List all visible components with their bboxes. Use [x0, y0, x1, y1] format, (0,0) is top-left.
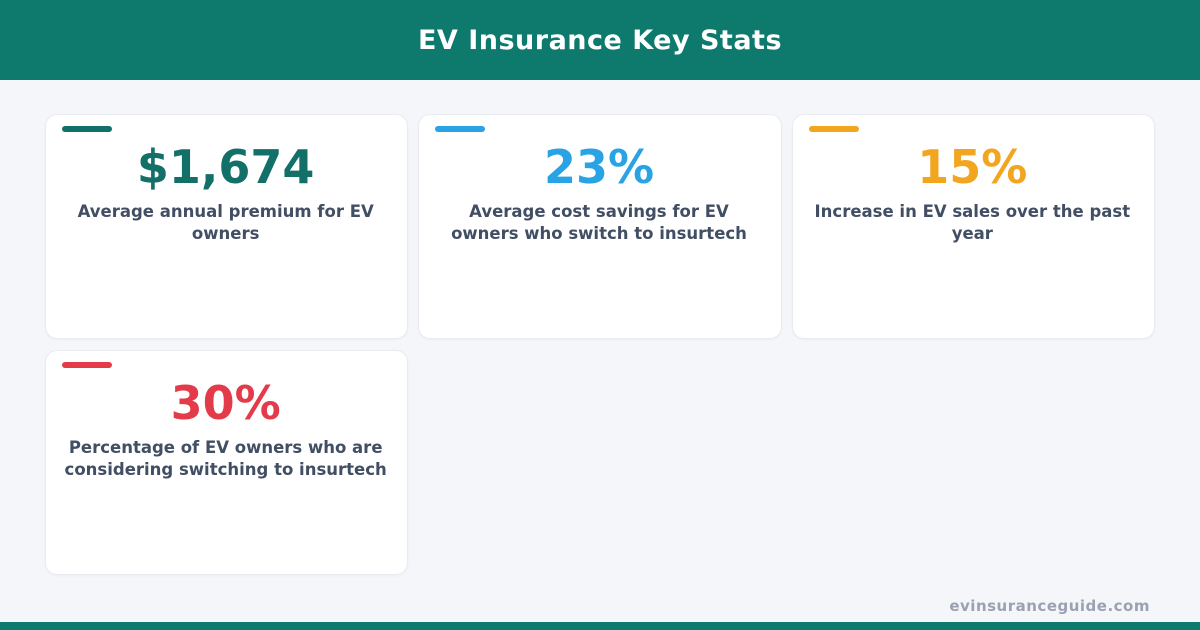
stats-grid: $1,674 Average annual premium for EV own…	[0, 80, 1200, 575]
stat-value: 23%	[543, 140, 655, 194]
stat-value: 30%	[170, 376, 281, 430]
stat-value: $1,674	[136, 140, 315, 194]
accent-bar	[62, 362, 112, 368]
stat-label: Percentage of EV owners who are consider…	[64, 437, 387, 480]
bottom-accent-bar	[0, 622, 1200, 630]
stat-card-premium: $1,674 Average annual premium for EV own…	[45, 114, 409, 339]
page-title: EV Insurance Key Stats	[417, 24, 783, 56]
website-watermark: evinsuranceguide.com	[949, 597, 1150, 615]
stat-value: 15%	[917, 140, 1028, 194]
stat-label: Increase in EV sales over the past year	[814, 201, 1131, 244]
header-bar: EV Insurance Key Stats	[0, 0, 1200, 80]
stat-label: Average annual premium for EV owners	[77, 201, 374, 244]
accent-bar	[62, 126, 112, 132]
stat-card-savings: 23% Average cost savings for EV owners w…	[418, 114, 782, 339]
stat-label: Average cost savings for EV owners who s…	[451, 201, 747, 244]
accent-bar	[435, 126, 486, 132]
stat-card-ev-sales: 15% Increase in EV sales over the past y…	[791, 114, 1155, 339]
stat-card-switching: 30% Percentage of EV owners who are cons…	[45, 350, 409, 575]
accent-bar	[808, 126, 859, 132]
